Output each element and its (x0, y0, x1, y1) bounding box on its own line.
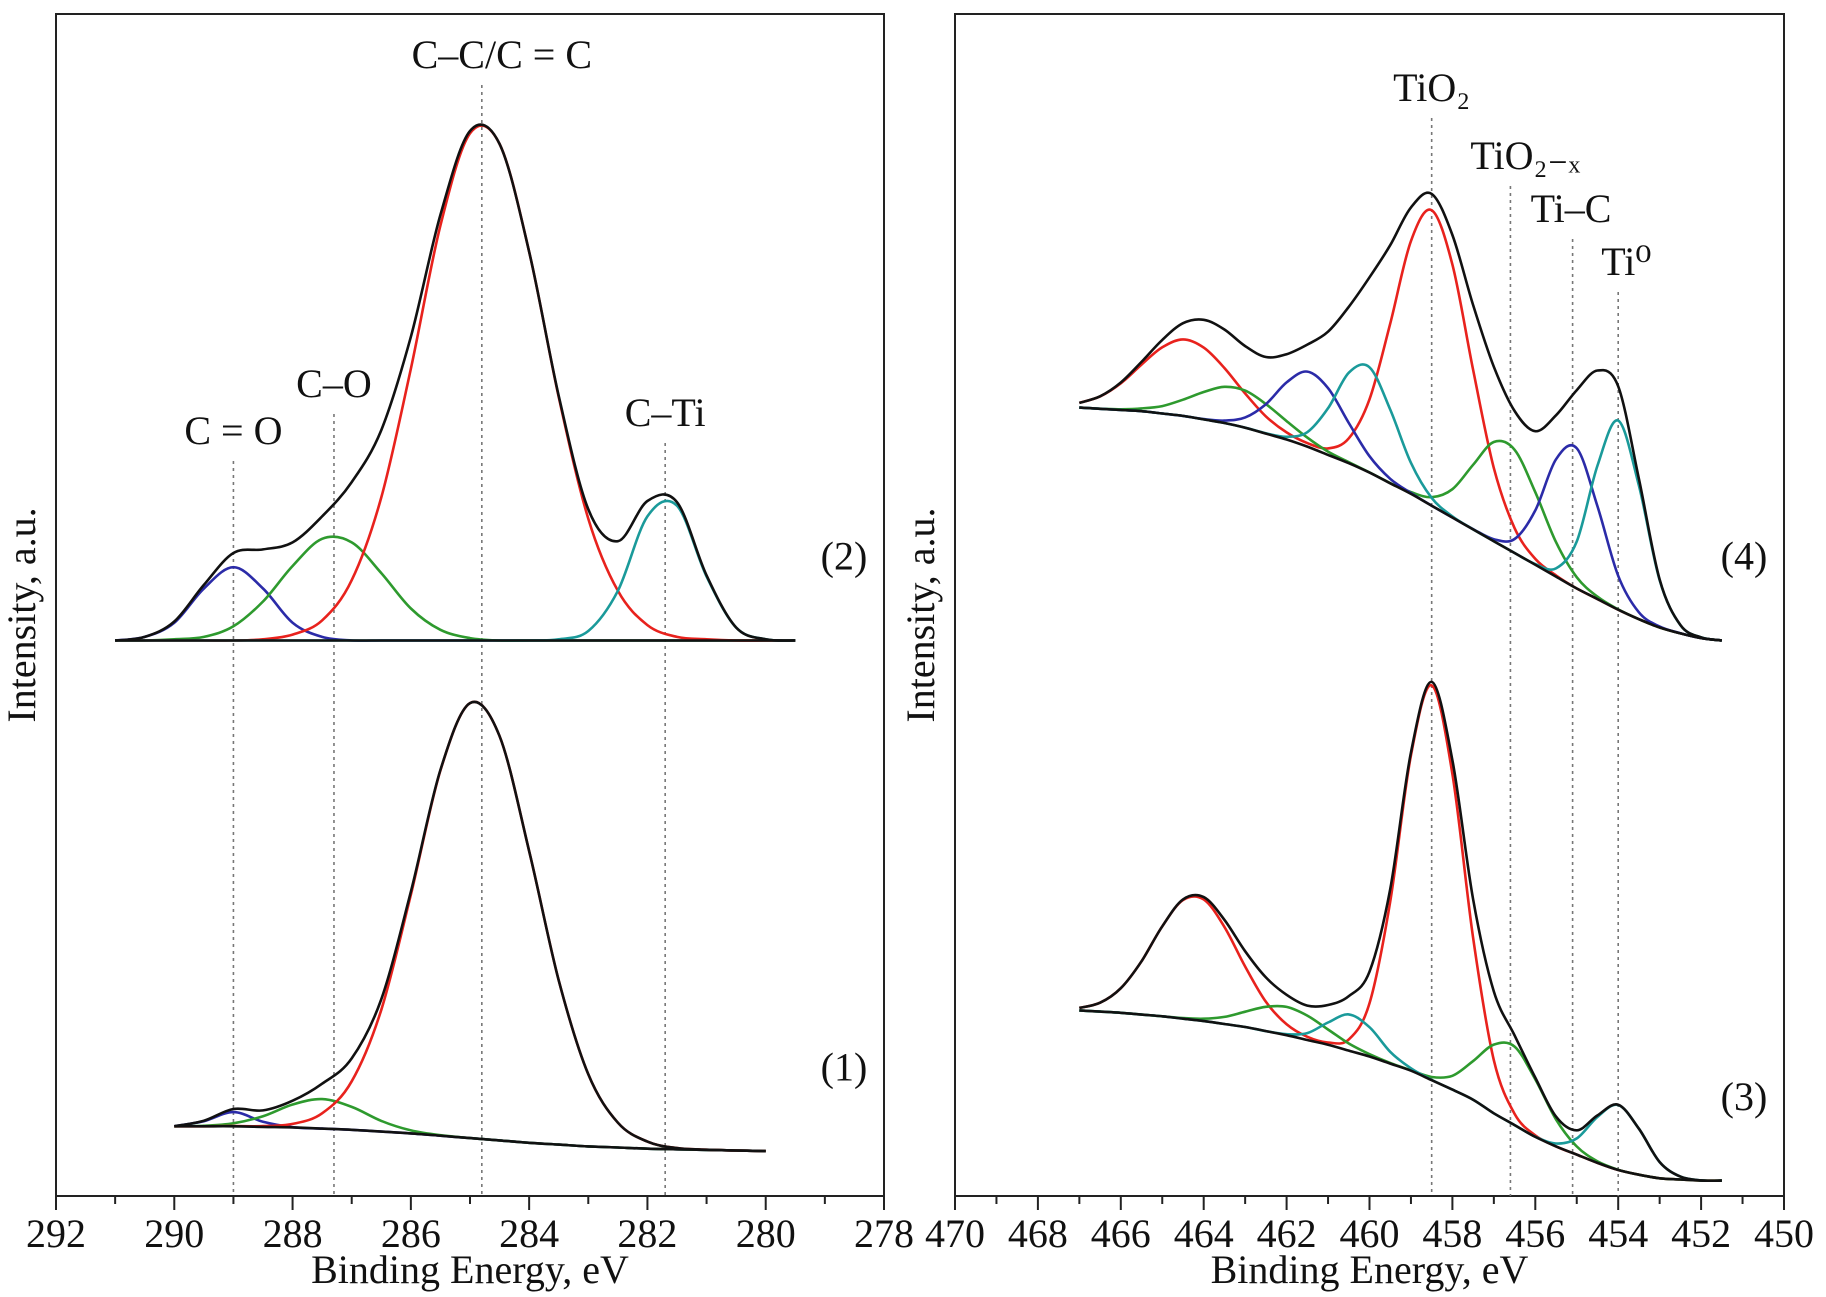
peak-label: TiO₂ (1393, 65, 1470, 110)
spectrum-curve (1079, 1004, 1722, 1182)
x-tick-label: 292 (26, 1211, 86, 1256)
spectrum-curve (114, 123, 796, 642)
peak-label: Ti–C (1531, 186, 1612, 231)
x-tick-label: 464 (1174, 1211, 1234, 1256)
spectrum-label: (2) (821, 534, 868, 579)
spectrum-curve (115, 124, 796, 642)
spectrum-curve (174, 1124, 766, 1153)
x-tick-label: 284 (499, 1211, 559, 1256)
x-tick-label: 456 (1505, 1211, 1565, 1256)
x-tick-label: 290 (144, 1211, 204, 1256)
x-tick-label: 466 (1091, 1211, 1151, 1256)
spectrum-curve (1079, 680, 1722, 1183)
spectrum-curve (1079, 1009, 1722, 1183)
y-axis-title: Intensity, a.u. (0, 507, 44, 722)
x-tick-label: 286 (381, 1211, 441, 1256)
spectrum-curve (114, 565, 796, 643)
peak-label: C–O (296, 361, 372, 406)
peak-label: C = O (184, 408, 282, 453)
x-tick-label: 462 (1257, 1211, 1317, 1256)
peak-label: C–Ti (625, 390, 706, 435)
peak-label: Ti⁰ (1601, 239, 1651, 284)
x-tick-label: 470 (925, 1211, 985, 1256)
x-axis-title: Binding Energy, eV (311, 1247, 629, 1292)
peak-label: TiO₂₋ₓ (1470, 133, 1580, 178)
peak-label: C–C/C = C (412, 32, 592, 77)
x-tick-label: 278 (854, 1211, 914, 1256)
spectrum-curve (1078, 191, 1723, 642)
y-axis-title: Intensity, a.u. (898, 507, 943, 722)
spectrum-label: (1) (821, 1044, 868, 1089)
spectrum-curve (174, 700, 766, 1153)
x-tick-label: 282 (617, 1211, 677, 1256)
spectrum-curve (174, 700, 766, 1153)
spectrum-curve (1079, 363, 1723, 642)
spectrum-label: (3) (1721, 1074, 1768, 1119)
spectrum-curve (1079, 406, 1722, 642)
x-tick-label: 460 (1340, 1211, 1400, 1256)
spectrum-label: (4) (1721, 534, 1768, 579)
x-axis-title: Binding Energy, eV (1211, 1247, 1529, 1292)
spectrum-curve (174, 1110, 766, 1153)
spectrum-curve (1079, 684, 1722, 1182)
plot-frame (55, 13, 885, 1197)
x-tick-label: 458 (1422, 1211, 1482, 1256)
spectrum-curve (1079, 1009, 1722, 1182)
x-tick-label: 450 (1754, 1211, 1814, 1256)
x-tick-label: 468 (1008, 1211, 1068, 1256)
x-tick-label: 454 (1588, 1211, 1648, 1256)
x-tick-label: 452 (1671, 1211, 1731, 1256)
x-tick-label: 280 (736, 1211, 796, 1256)
plot-frame (954, 13, 1785, 1197)
spectrum-curve (115, 535, 796, 642)
x-tick-label: 288 (263, 1211, 323, 1256)
spectrum-curve (1079, 385, 1722, 642)
